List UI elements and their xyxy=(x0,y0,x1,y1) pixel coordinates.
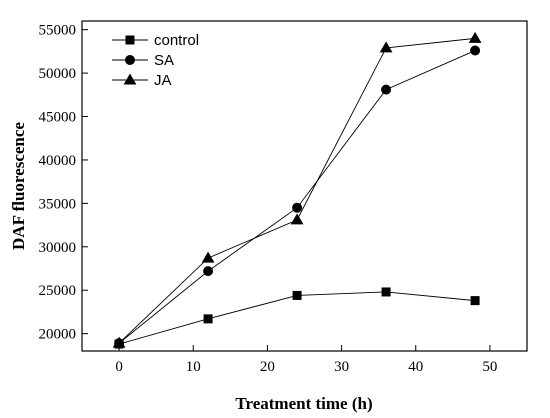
series-control xyxy=(114,287,480,349)
legend-marker xyxy=(125,55,135,65)
series-layer xyxy=(112,31,482,349)
x-tick-label: 40 xyxy=(408,359,423,375)
legend-label: JA xyxy=(154,72,172,89)
x-tick-label: 30 xyxy=(334,359,349,375)
legend-label: SA xyxy=(154,52,174,69)
legend-marker xyxy=(123,73,137,85)
x-tick-label: 10 xyxy=(186,359,201,375)
data-point-ja xyxy=(290,213,304,225)
y-tick-label: 55000 xyxy=(39,23,77,39)
y-tick-label: 45000 xyxy=(39,110,77,126)
data-point-ja xyxy=(468,31,482,43)
data-point-ja xyxy=(201,251,215,263)
legend: control SA JA xyxy=(112,32,199,89)
legend-label: control xyxy=(154,32,199,49)
y-tick-label: 20000 xyxy=(39,327,77,343)
x-tick-label: 20 xyxy=(260,359,275,375)
plot-frame xyxy=(81,20,528,352)
data-point-control xyxy=(470,296,480,306)
y-tick-label: 35000 xyxy=(39,196,77,212)
data-point-sa xyxy=(381,84,392,95)
data-point-sa xyxy=(292,202,303,213)
y-tick-label: 40000 xyxy=(39,153,77,169)
y-tick-label: 25000 xyxy=(39,283,77,299)
y-tick-label: 30000 xyxy=(39,240,77,256)
series-ja xyxy=(112,31,482,348)
y-axis-ticks: 20000 25000 30000 35000 40000 45000 50000 55000 xyxy=(39,23,88,343)
legend-marker xyxy=(125,35,135,45)
data-point-sa xyxy=(470,45,481,56)
y-axis-title: DAF fluorescence xyxy=(9,122,28,250)
x-tick-label: 0 xyxy=(115,359,123,375)
data-point-control xyxy=(381,287,391,297)
legend-item-ja: JA xyxy=(112,72,172,89)
x-axis-ticks: 0 10 20 30 40 50 xyxy=(115,345,497,375)
x-axis-title: Treatment time (h) xyxy=(235,394,372,413)
data-point-control xyxy=(292,290,302,300)
x-tick-label: 50 xyxy=(482,359,497,375)
legend-item-control: control xyxy=(112,32,199,49)
data-point-control xyxy=(203,314,213,324)
data-point-ja xyxy=(379,41,393,53)
data-point-ja xyxy=(112,336,126,348)
series-sa xyxy=(114,45,481,349)
data-point-sa xyxy=(203,266,214,277)
legend-item-sa: SA xyxy=(112,52,174,69)
y-tick-label: 50000 xyxy=(39,66,77,82)
